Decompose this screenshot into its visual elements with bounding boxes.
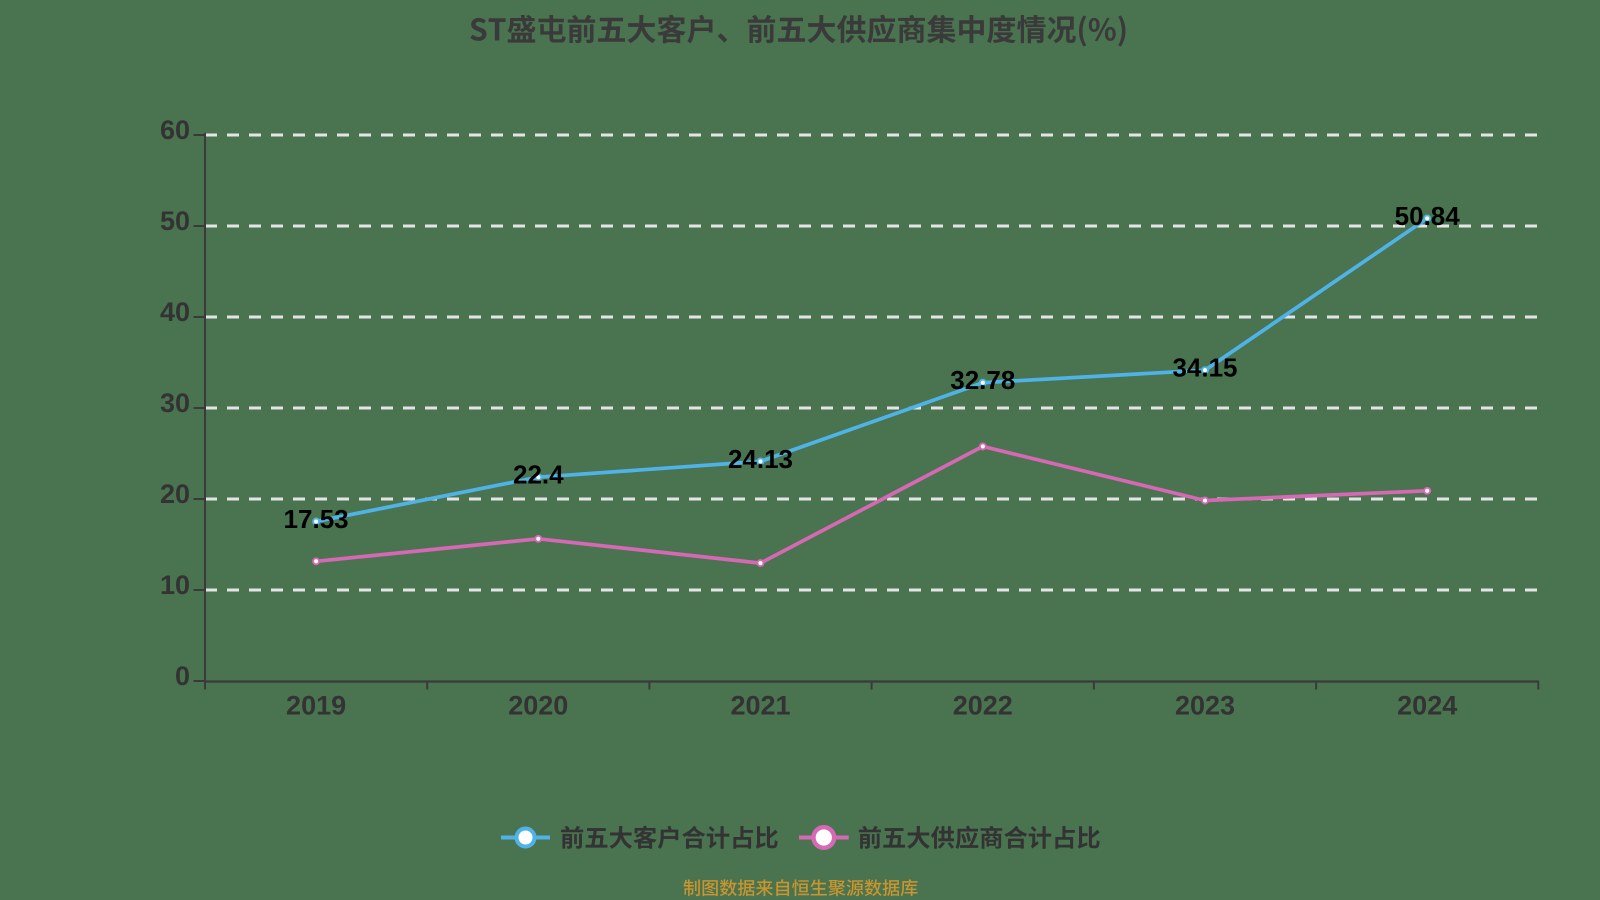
svg-text:10: 10: [160, 570, 190, 600]
svg-text:2019: 2019: [286, 691, 346, 721]
svg-text:60: 60: [160, 115, 190, 145]
svg-text:40: 40: [160, 297, 190, 327]
svg-text:2022: 2022: [953, 691, 1013, 721]
svg-text:2023: 2023: [1175, 691, 1235, 721]
svg-text:50: 50: [160, 206, 190, 236]
svg-text:2020: 2020: [508, 691, 568, 721]
svg-text:0: 0: [175, 661, 190, 691]
svg-text:32.78: 32.78: [950, 365, 1015, 395]
svg-text:50.84: 50.84: [1395, 201, 1461, 231]
svg-text:24.13: 24.13: [728, 444, 793, 474]
svg-text:30: 30: [160, 388, 190, 418]
svg-text:2021: 2021: [730, 691, 790, 721]
svg-text:34.15: 34.15: [1172, 353, 1237, 383]
svg-text:17.53: 17.53: [284, 504, 349, 534]
svg-text:2024: 2024: [1397, 691, 1457, 721]
svg-text:20: 20: [160, 479, 190, 509]
svg-text:22.4: 22.4: [513, 460, 564, 490]
